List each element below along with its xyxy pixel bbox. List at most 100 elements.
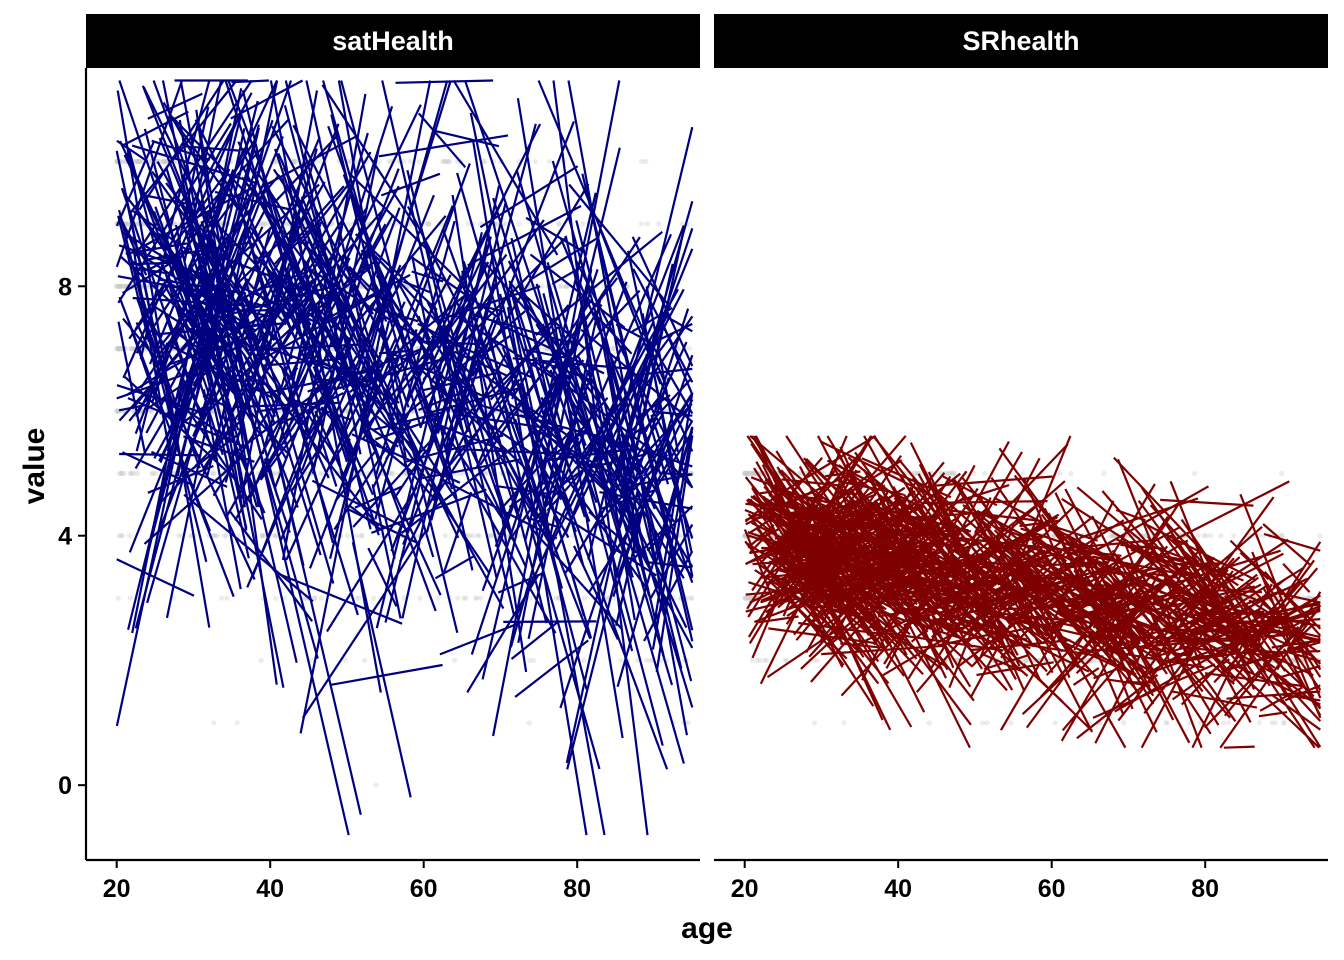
satHealth-person-line: [374, 416, 440, 441]
satHealth-point: [553, 595, 559, 601]
satHealth-point: [118, 470, 124, 476]
satHealth-person-line: [341, 205, 454, 478]
satHealth-person-line: [559, 367, 688, 629]
SRhealth-point: [1164, 720, 1170, 726]
SRhealth-point: [1279, 470, 1285, 476]
satHealth-point: [446, 158, 452, 165]
satHealth-point: [118, 470, 125, 476]
satHealth-point: [312, 595, 318, 601]
satHealth-person-line: [243, 205, 374, 496]
satHealth-point: [527, 595, 533, 601]
satHealth-point: [130, 408, 136, 414]
satHealth-point: [425, 221, 431, 227]
satHealth-point: [539, 283, 545, 289]
satHealth-point: [423, 221, 429, 227]
SRhealth-point: [1052, 720, 1058, 726]
SRhealth-point: [762, 657, 768, 664]
satHealth-point: [124, 221, 130, 227]
satHealth-person-line: [152, 80, 259, 365]
satHealth-person-line: [242, 353, 276, 425]
x-tick-label-satHealth-40: 40: [256, 875, 284, 903]
SRhealth-point: [982, 470, 988, 476]
satHealth-point: [221, 533, 227, 539]
satHealth-point: [283, 221, 289, 227]
satHealth-person-line: [250, 250, 345, 351]
satHealth-person-line: [615, 323, 655, 346]
satHealth-person-line: [236, 284, 322, 326]
SRhealth-point: [764, 657, 770, 664]
satHealth-person-line: [334, 451, 376, 502]
satHealth-person-line: [649, 523, 694, 600]
satHealth-person-line: [623, 399, 694, 538]
satHealth-point: [129, 346, 135, 352]
satHealth-person-line: [206, 136, 284, 319]
satHealth-point: [116, 283, 122, 289]
x-axis-title: age: [681, 912, 733, 945]
satHealth-point: [465, 533, 471, 539]
satHealth-person-line: [354, 485, 403, 509]
satHealth-person-line: [556, 233, 673, 495]
satHealth-person-line: [152, 211, 222, 391]
satHealth-person-line: [172, 311, 200, 409]
satHealth-person-line: [487, 238, 552, 436]
satHealth-point: [161, 158, 167, 165]
SRhealth-point: [742, 595, 749, 601]
satHealth-point: [461, 595, 467, 601]
satHealth-person-line: [128, 79, 238, 215]
satHealth-point: [557, 283, 563, 289]
satHealth-person-line: [659, 311, 693, 333]
satHealth-person-line: [224, 80, 349, 463]
satHealth-person-line: [381, 80, 498, 579]
satHealth-point: [117, 283, 124, 289]
satHealth-person-line: [439, 382, 528, 569]
satHealth-person-line: [131, 328, 199, 410]
satHealth-point: [526, 720, 532, 726]
satHealth-point: [401, 158, 407, 165]
satHealth-person-line: [535, 303, 603, 413]
satHealth-point: [116, 346, 122, 352]
satHealth-person-line: [135, 252, 202, 354]
satHealth-person-line: [589, 365, 651, 597]
satHealth-point: [121, 283, 127, 289]
satHealth-point: [470, 533, 476, 539]
satHealth-person-line: [633, 473, 693, 487]
SRhealth-person-line: [1223, 745, 1255, 749]
satHealth-point: [236, 533, 242, 539]
satHealth-person-line: [387, 402, 505, 610]
satHealth-point: [658, 657, 665, 664]
satHealth-person-line: [653, 392, 694, 623]
satHealth-point: [426, 221, 432, 227]
satHealth-point: [137, 158, 143, 165]
SRhealth-point: [1019, 470, 1025, 476]
satHealth-point: [118, 346, 124, 352]
satHealth-point: [359, 533, 365, 539]
satHealth-person-line: [176, 127, 260, 477]
satHealth-point: [160, 158, 166, 165]
SRhealth-point: [814, 657, 821, 664]
satHealth-person-line: [290, 363, 375, 493]
SRhealth-point: [1226, 720, 1232, 726]
satHealth-person-line: [650, 414, 694, 539]
satHealth-point: [119, 533, 125, 539]
satHealth-point: [455, 595, 461, 601]
satHealth-point: [638, 221, 645, 227]
satHealth-person-line: [247, 181, 326, 316]
satHealth-point: [482, 158, 488, 165]
satHealth-point: [150, 470, 156, 476]
satHealth-point: [442, 533, 448, 539]
satHealth-point: [134, 158, 140, 165]
satHealth-point: [127, 595, 133, 601]
satHealth-point: [580, 221, 586, 227]
satHealth-person-line: [425, 312, 481, 454]
satHealth-person-line: [235, 367, 351, 453]
satHealth-point: [452, 657, 458, 664]
satHealth-point: [558, 283, 564, 289]
satHealth-point: [114, 346, 121, 352]
satHealth-person-line: [605, 423, 694, 708]
satHealth-person-line: [526, 516, 558, 528]
satHealth-person-line: [322, 273, 411, 322]
satHealth-point: [121, 470, 127, 476]
satHealth-person-line: [464, 80, 567, 384]
satHealth-person-line: [642, 396, 692, 477]
satHealth-point: [516, 221, 522, 227]
